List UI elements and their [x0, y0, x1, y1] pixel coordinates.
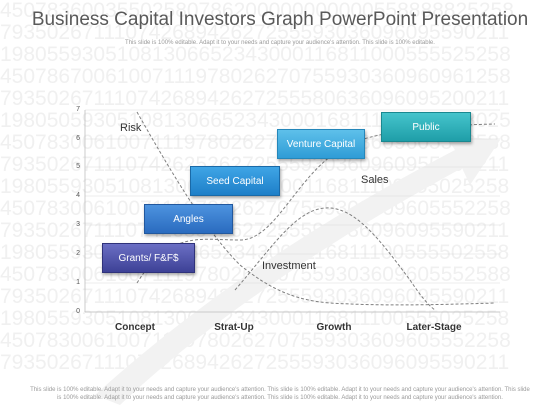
risk-curve [136, 111, 496, 306]
x-tick-later-stage: Later-Stage [406, 322, 462, 333]
y-tick-label: 7 [76, 106, 80, 113]
investment-curve [234, 207, 436, 311]
x-tick-concept: Concept [115, 322, 155, 333]
stage-public: Public [381, 112, 471, 142]
y-tick-label: 0 [76, 308, 80, 315]
y-tick-label: 5 [76, 163, 80, 170]
investment-label: Investment [262, 260, 316, 272]
risk-label: Risk [120, 122, 142, 134]
background-arrow-icon [95, 135, 500, 405]
stage-venture-capital: Venture Capital [277, 129, 365, 159]
x-tick-growth: Growth [316, 322, 352, 333]
y-tick-label: 3 [76, 221, 80, 228]
slide-subtitle: This slide is 100% editable. Adapt it to… [125, 40, 435, 46]
stage-seed-capital: Seed Capital [190, 166, 280, 196]
x-tick-strat-up: Strat-Up [214, 322, 254, 333]
y-tick-label: 2 [76, 250, 80, 257]
slide-footer-text: This slide is 100% editable. Adapt it to… [30, 387, 530, 401]
y-tick-label: 6 [76, 135, 80, 142]
sales-label: Sales [361, 174, 389, 186]
slide-title: Business Capital Investors Graph PowerPo… [31, 9, 529, 30]
stage-angles: Angles [144, 204, 233, 234]
y-tick-label: 4 [76, 192, 80, 199]
stage-grants-ff: Grants/ F&F$ [102, 243, 195, 273]
y-tick-label: 1 [76, 279, 80, 286]
